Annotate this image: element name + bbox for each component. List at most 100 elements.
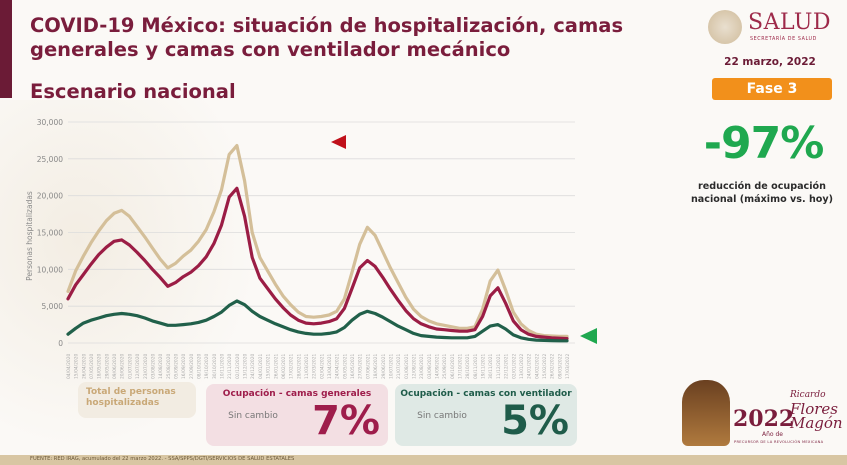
x-tick-label: 17/10/2021	[458, 353, 464, 379]
branding-name-3: Magón	[790, 414, 843, 432]
x-tick-label: 15/04/2020	[74, 353, 80, 379]
report-date: 22 marzo, 2022	[724, 56, 816, 68]
x-tick-label: 26/01/2021	[273, 353, 279, 379]
x-tick-label: 07/05/2020	[89, 353, 95, 379]
x-tick-label: 22/12/2021	[504, 353, 510, 379]
x-tick-label: 19/11/2021	[481, 353, 487, 379]
reduction-caption: reducción de ocupación nacional (máximo …	[690, 181, 834, 205]
x-tick-label: 21/07/2021	[396, 353, 402, 379]
national-seal-icon	[708, 10, 742, 44]
x-tick-label: 19/10/2020	[204, 353, 210, 379]
x-tick-label: 15/02/2022	[542, 353, 548, 379]
x-tick-label: 24/04/2021	[335, 353, 341, 379]
series-line-general	[66, 186, 569, 341]
x-tick-label: 17/03/2022	[565, 353, 571, 379]
y-tick-label: 10,000	[37, 265, 63, 274]
general-beds-value: 7%	[312, 398, 380, 444]
x-tick-label: 28/10/2021	[465, 353, 471, 379]
x-tick-label: 29/05/2020	[104, 353, 110, 379]
branding-name: Ricardo Flores Magón	[790, 388, 843, 432]
x-tick-label: 27/05/2021	[358, 353, 364, 379]
x-tick-label: 26/02/2022	[550, 353, 556, 379]
branding-ano-de: Año de	[762, 431, 783, 438]
x-tick-label: 18/06/2021	[373, 353, 379, 379]
y-tick-label: 15,000	[37, 229, 63, 238]
ventilator-beds-title: Ocupación - camas con ventilador	[400, 389, 572, 399]
y-tick-label: 30,000	[37, 118, 63, 127]
x-tick-label: 25/09/2021	[442, 353, 448, 379]
ventilator-beds-value: 5%	[501, 398, 569, 444]
accent-bar	[0, 0, 12, 98]
x-tick-label: 14/09/2021	[434, 353, 440, 379]
x-tick-label: 10/07/2021	[388, 353, 394, 379]
x-tick-label: 08/11/2021	[473, 353, 479, 379]
x-tick-label: 06/02/2021	[281, 353, 287, 379]
x-tick-label: 12/07/2020	[135, 353, 141, 379]
x-tick-label: 04/01/2021	[258, 353, 264, 379]
general-beds-status: Sin cambio	[228, 411, 278, 421]
y-tick-labels: 0 5,000 10,000 15,000 20,000 25,000 30,000	[37, 118, 63, 348]
hospitalization-chart: 0 5,000 10,000 15,000 20,000 25,000 30,000 04/…	[25, 118, 597, 379]
legend-total-card: Total de personas hospitalizadas	[78, 382, 196, 418]
x-tick-label: 09/03/2022	[557, 353, 563, 379]
source-note: FUENTE: RED IRAG, acumulado del 22 marzo…	[30, 456, 295, 462]
x-tick-label: 02/12/2020	[235, 353, 241, 379]
x-tick-label: 11/03/2021	[304, 353, 310, 379]
phase-badge: Fase 3	[712, 78, 832, 100]
x-tick-label: 26/04/2020	[81, 353, 87, 379]
x-tick-label: 04/04/2020	[66, 353, 72, 379]
x-tick-label: 07/06/2021	[365, 353, 371, 379]
x-tick-label: 18/05/2020	[97, 353, 103, 379]
x-tick-label: 17/02/2021	[289, 353, 295, 379]
green-marker-icon	[580, 328, 597, 344]
ventilator-beds-card: Ocupación - camas con ventilador Sin cam…	[395, 384, 577, 446]
x-tick-label: 13/12/2020	[243, 353, 249, 379]
y-tick-label: 0	[58, 339, 63, 348]
y-tick-label: 20,000	[37, 192, 63, 201]
grid-lines	[68, 121, 575, 344]
salud-logo: SALUD SECRETARÍA DE SALUD	[708, 10, 833, 50]
x-tick-label: 12/08/2021	[411, 353, 417, 379]
legend-total-label: Total de personas hospitalizadas	[86, 387, 176, 408]
x-tick-label: 24/01/2022	[527, 353, 533, 379]
page-title: COVID-19 México: situación de hospitaliz…	[30, 14, 624, 61]
x-tick-label: 13/04/2021	[327, 353, 333, 379]
x-tick-label: 23/07/2020	[143, 353, 149, 379]
x-tick-label: 13/01/2022	[519, 353, 525, 379]
x-tick-label: 30/10/2020	[212, 353, 218, 379]
x-tick-label: 01/07/2020	[127, 353, 133, 379]
x-tick-label: 15/01/2021	[266, 353, 272, 379]
general-beds-card: Ocupación - camas generales Sin cambio 7…	[206, 384, 388, 446]
branding-name-2: Flores	[790, 400, 838, 418]
x-tick-label: 05/09/2020	[173, 353, 179, 379]
x-tick-label: 27/09/2020	[189, 353, 195, 379]
footer-bar: FUENTE: RED IRAG, acumulado del 22 marzo…	[0, 455, 847, 465]
y-axis-label: Personas hospitalizadas	[25, 191, 34, 281]
branding-name-1: Ricardo	[790, 390, 826, 400]
x-tick-label: 02/01/2022	[511, 353, 517, 379]
x-tick-label: 23/08/2021	[419, 353, 425, 379]
y-tick-label: 5,000	[42, 302, 64, 311]
x-tick-label: 10/11/2020	[220, 353, 226, 379]
x-tick-label: 16/05/2021	[350, 353, 356, 379]
x-tick-label: 29/06/2021	[381, 353, 387, 379]
x-tick-label: 22/03/2021	[312, 353, 318, 379]
ventilator-beds-status: Sin cambio	[417, 411, 467, 421]
logo-subtitle: SECRETARÍA DE SALUD	[750, 37, 817, 42]
branding-tagline: PRECURSOR DE LA REVOLUCIÓN MEXICANA	[734, 440, 824, 444]
x-tick-label: 06/10/2021	[450, 353, 456, 379]
x-tick-label: 09/06/2020	[112, 353, 118, 379]
x-tick-label: 20/06/2020	[120, 353, 126, 379]
x-tick-label: 02/04/2021	[319, 353, 325, 379]
series-line-total	[66, 143, 569, 338]
x-tick-label: 28/02/2021	[296, 353, 302, 379]
y-tick-label: 25,000	[37, 155, 63, 164]
branding-year: 2022	[733, 406, 795, 432]
x-tick-label: 11/12/2021	[496, 353, 502, 379]
logo-word: SALUD	[748, 10, 832, 35]
x-tick-label: 03/09/2021	[427, 353, 433, 379]
x-tick-label: 25/08/2020	[166, 353, 172, 379]
x-tick-label: 05/05/2021	[342, 353, 348, 379]
reduction-value: -97%	[703, 118, 825, 169]
series-lines	[66, 143, 569, 343]
